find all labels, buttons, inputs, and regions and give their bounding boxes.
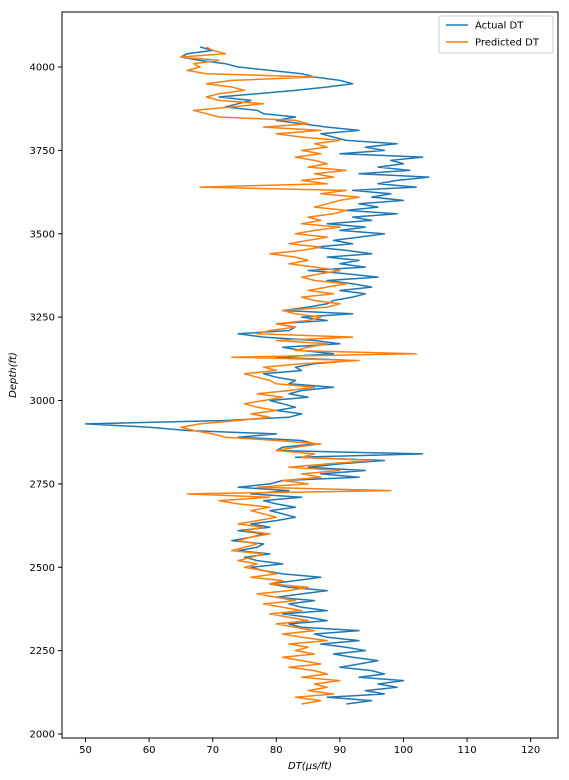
x-axis: 50 60 70 80 90 100 110 120	[79, 738, 540, 756]
y-tick-label: 4000	[30, 63, 55, 74]
y-tick-label: 3500	[30, 229, 55, 240]
y-tick-label: 2000	[30, 729, 55, 740]
y-tick-label: 3250	[30, 313, 55, 324]
x-tick-label: 60	[143, 745, 156, 756]
legend: Actual DT Predicted DT	[438, 15, 554, 54]
x-axis-label: DT(μs/ft)	[288, 761, 332, 772]
y-tick-label: 3750	[30, 146, 55, 157]
y-tick-label: 3000	[30, 396, 55, 407]
y-axis: 2000 2250 2500 2750 3000 3250 3500 3750 4000	[30, 63, 62, 740]
y-axis-label: Depth(ft)	[8, 352, 19, 398]
x-tick-label: 80	[270, 745, 283, 756]
x-tick-label: 110	[458, 745, 477, 756]
series-line-predicted-dt	[180, 46, 417, 705]
x-tick-label: 120	[521, 745, 540, 756]
x-tick-label: 90	[334, 745, 347, 756]
x-tick-label: 50	[79, 745, 92, 756]
legend-label-predicted-dt: Predicted DT	[475, 38, 540, 49]
plot-frame	[61, 11, 559, 739]
legend-label-actual-dt: Actual DT	[475, 21, 524, 32]
x-tick-label: 70	[206, 745, 219, 756]
series-line-actual-dt	[84, 46, 430, 705]
y-tick-label: 2250	[30, 646, 55, 657]
y-tick-label: 2500	[30, 563, 55, 574]
y-tick-label: 2750	[30, 479, 55, 490]
series-layer	[84, 46, 430, 705]
x-tick-label: 100	[394, 745, 413, 756]
